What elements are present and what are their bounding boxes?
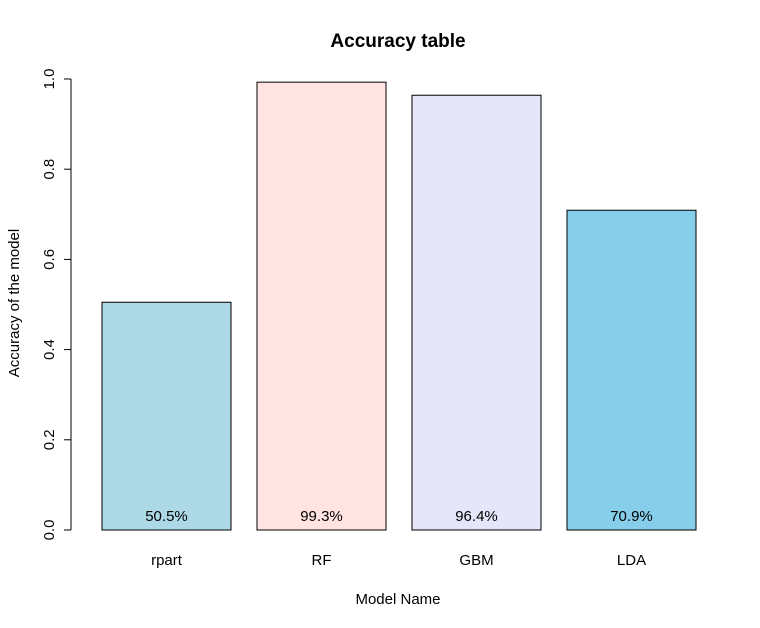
value-labels-group: 50.5% 99.3% 96.4% 70.9% bbox=[145, 508, 653, 525]
bars-group bbox=[101, 81, 697, 531]
y-tick-label: 0.2 bbox=[41, 429, 58, 450]
bar-gbm bbox=[411, 94, 542, 531]
category-labels-group: rpart RF GBM LDA bbox=[151, 552, 646, 569]
value-label: 96.4% bbox=[455, 508, 498, 525]
y-tick-label: 0.6 bbox=[41, 249, 58, 270]
y-axis: 0.0 0.2 0.4 0.6 0.8 1.0 bbox=[41, 69, 72, 541]
value-label: 50.5% bbox=[145, 508, 188, 525]
chart-title: Accuracy table bbox=[330, 31, 465, 52]
bar-rpart bbox=[101, 301, 232, 531]
value-label: 99.3% bbox=[300, 508, 343, 525]
bar-rf bbox=[256, 81, 387, 531]
x-axis-label: Model Name bbox=[355, 591, 440, 608]
bar-lda bbox=[566, 209, 697, 531]
value-label: 70.9% bbox=[610, 508, 653, 525]
category-label: GBM bbox=[459, 552, 493, 569]
category-label: rpart bbox=[151, 552, 183, 569]
category-label: RF bbox=[312, 552, 332, 569]
y-tick-label: 0.4 bbox=[41, 339, 58, 360]
y-tick-label: 1.0 bbox=[41, 69, 58, 90]
y-tick-label: 0.0 bbox=[41, 520, 58, 541]
y-tick-label: 0.8 bbox=[41, 159, 58, 180]
y-axis-label: Accuracy of the model bbox=[6, 229, 23, 377]
category-label: LDA bbox=[617, 552, 646, 569]
